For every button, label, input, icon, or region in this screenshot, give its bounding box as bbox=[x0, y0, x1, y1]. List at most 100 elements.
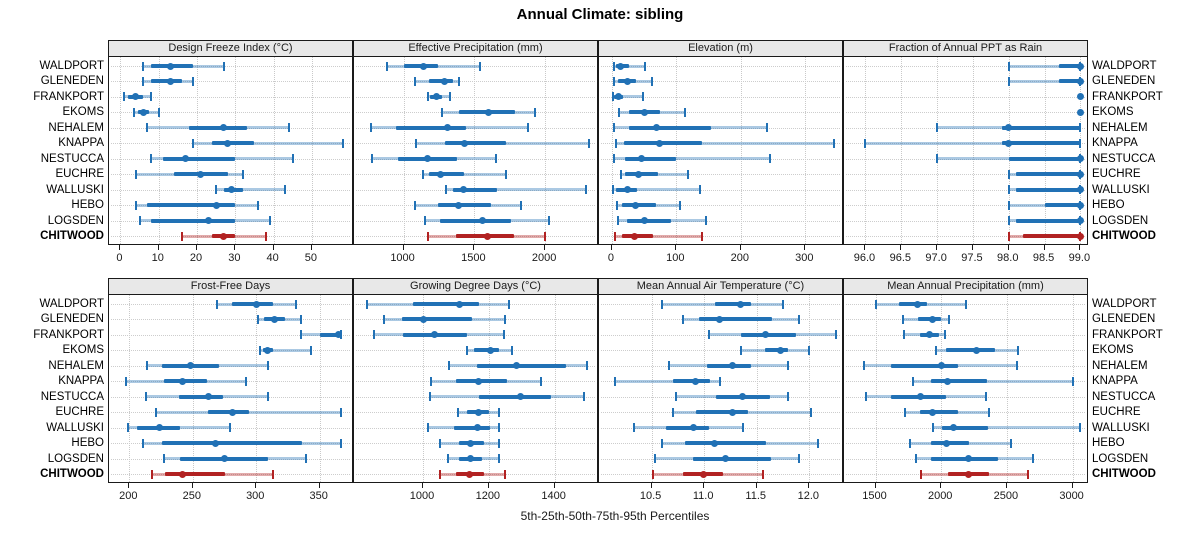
whisker-cap-low bbox=[903, 330, 906, 340]
iqr-bar bbox=[212, 141, 255, 146]
median-dot bbox=[652, 124, 660, 132]
row-guideline bbox=[601, 220, 840, 222]
axis-tick bbox=[128, 483, 130, 488]
median-dot bbox=[132, 93, 140, 101]
whisker-cap-high bbox=[284, 185, 287, 195]
gridline bbox=[865, 57, 867, 244]
axis-tick-label: 2500 bbox=[993, 490, 1019, 502]
axis-tick-label: 11.5 bbox=[745, 490, 767, 502]
whisker-cap-high bbox=[1016, 361, 1019, 371]
axis-tick-label: 300 bbox=[795, 252, 814, 264]
median-dot bbox=[460, 139, 468, 147]
gridline bbox=[403, 57, 405, 244]
median-dot bbox=[166, 77, 174, 85]
whisker-cap-low bbox=[613, 154, 616, 164]
median-dot bbox=[623, 186, 631, 194]
site-label-right-hebo: HEBO bbox=[1092, 437, 1125, 450]
whisker-cap-high bbox=[684, 107, 687, 117]
axis-tick bbox=[703, 483, 705, 488]
gridline bbox=[273, 57, 275, 244]
whisker-cap-high bbox=[1079, 138, 1082, 148]
site-label-right-chitwood: CHITWOOD bbox=[1092, 230, 1156, 242]
gridline bbox=[901, 57, 903, 244]
site-label-left-frankport: FRANKPORT bbox=[33, 90, 104, 103]
axis-tick-label: 350 bbox=[309, 490, 328, 502]
median-dot bbox=[938, 362, 946, 370]
iqr-bar bbox=[930, 379, 988, 384]
whisker-band bbox=[937, 157, 1081, 161]
whisker-cap-low bbox=[132, 107, 135, 117]
axis-tick bbox=[1071, 483, 1073, 488]
median-dot bbox=[1076, 108, 1084, 116]
iqr-bar bbox=[666, 425, 710, 430]
iqr-bar bbox=[1008, 156, 1081, 161]
whisker-cap-low bbox=[613, 376, 616, 386]
whisker-cap-high bbox=[228, 423, 231, 433]
median-dot bbox=[928, 408, 936, 416]
whisker-cap-low bbox=[366, 299, 369, 309]
whisker-cap-low bbox=[612, 61, 615, 71]
iqr-bar bbox=[625, 156, 677, 161]
row-guideline bbox=[601, 158, 840, 160]
median-dot bbox=[615, 93, 623, 101]
site-label-left-waldport: WALDPORT bbox=[39, 298, 104, 310]
whisker-cap-low bbox=[142, 76, 145, 86]
iqr-bar bbox=[477, 363, 567, 368]
gridline bbox=[611, 57, 613, 244]
row-guideline bbox=[846, 412, 1085, 414]
iqr-bar bbox=[919, 410, 959, 415]
whisker-cap-low bbox=[215, 185, 218, 195]
axis-tick-label: 0 bbox=[607, 252, 614, 264]
whisker-cap-low bbox=[934, 345, 937, 355]
iqr-bar bbox=[454, 425, 491, 430]
iqr-bar bbox=[189, 125, 247, 130]
median-dot bbox=[1076, 170, 1084, 178]
axis-tick bbox=[422, 483, 424, 488]
axis-tick-label: 10 bbox=[151, 252, 164, 264]
site-label-right-gleneden: GLENEDEN bbox=[1092, 75, 1156, 88]
site-label-left-nehalem: NEHALEM bbox=[48, 121, 104, 134]
whisker-cap-low bbox=[615, 138, 618, 148]
gridline bbox=[1080, 57, 1082, 244]
iqr-bar bbox=[1015, 187, 1081, 192]
median-dot bbox=[917, 393, 925, 401]
gridline bbox=[474, 57, 476, 244]
median-dot bbox=[475, 377, 483, 385]
whisker-cap-high bbox=[944, 330, 947, 340]
axis-tick bbox=[610, 245, 612, 250]
whisker-cap-low bbox=[612, 92, 615, 102]
whisker-cap-low bbox=[708, 330, 711, 340]
row-guideline bbox=[111, 81, 350, 83]
row-guideline bbox=[111, 474, 350, 475]
whisker-cap-high bbox=[540, 376, 543, 386]
median-dot bbox=[220, 124, 228, 132]
whisker-cap-high bbox=[544, 231, 547, 241]
whisker-cap-low bbox=[936, 154, 939, 164]
row-guideline bbox=[111, 350, 350, 352]
median-dot bbox=[928, 315, 936, 323]
row-guideline bbox=[356, 365, 595, 367]
whisker-cap-high bbox=[257, 200, 260, 210]
whisker-cap-high bbox=[583, 392, 586, 402]
whisker-cap-high bbox=[678, 200, 681, 210]
median-dot bbox=[212, 201, 220, 209]
axis-tick bbox=[936, 245, 938, 250]
row-guideline bbox=[356, 127, 595, 129]
iqr-bar bbox=[440, 218, 512, 223]
median-dot bbox=[1076, 217, 1084, 225]
row-guideline bbox=[111, 396, 350, 398]
axis-tick-label: 1000 bbox=[409, 490, 435, 502]
whisker-cap-high bbox=[340, 438, 343, 448]
iqr-bar bbox=[413, 302, 479, 306]
axis-tick-label: 200 bbox=[730, 252, 749, 264]
whisker-cap-high bbox=[642, 92, 645, 102]
whisker-cap-high bbox=[988, 407, 991, 417]
site-label-right-euchre: EUCHRE bbox=[1092, 168, 1141, 181]
whisker-cap-high bbox=[449, 92, 452, 102]
median-dot bbox=[486, 346, 494, 354]
site-label-right-chitwood: CHITWOOD bbox=[1092, 468, 1156, 480]
row-guideline bbox=[601, 81, 840, 83]
whisker-cap-high bbox=[1079, 423, 1082, 433]
median-dot bbox=[964, 455, 972, 463]
